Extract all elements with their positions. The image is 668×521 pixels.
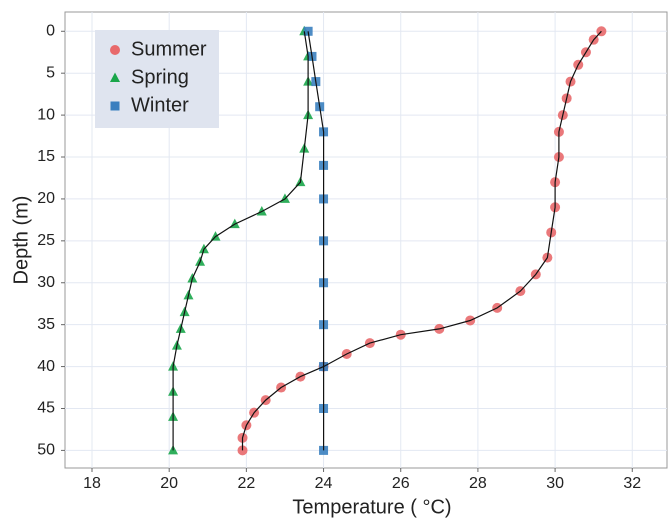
x-axis-title: Temperature ( °C) [292,496,451,518]
y-tick-label: 20 [37,190,55,207]
legend-label: Winter [131,94,189,116]
x-tick-label: 26 [392,475,410,492]
y-tick-label: 15 [37,148,55,165]
y-axis-title: Depth (m) [10,196,32,285]
x-tick-label: 32 [623,475,641,492]
y-tick-label: 10 [37,106,55,123]
y-tick-label: 0 [46,22,55,39]
y-tick-label: 40 [37,358,55,375]
legend-marker [110,45,120,55]
trend-line [172,31,309,451]
x-tick-label: 28 [469,475,487,492]
point [303,26,313,36]
y-tick-label: 50 [37,442,55,459]
y-tick-label: 5 [46,64,55,81]
x-tick-label: 30 [546,475,564,492]
y-tick-label: 45 [37,400,55,417]
x-tick-label: 20 [160,475,178,492]
x-tick-label: 18 [83,475,101,492]
x-tick-label: 24 [315,475,333,492]
legend-marker [110,101,120,111]
legend-label: Summer [131,38,207,60]
trend-line [307,31,325,451]
x-tick-label: 22 [237,475,255,492]
y-tick-label: 25 [37,232,55,249]
trend-line [241,30,602,451]
y-tick-label: 30 [37,274,55,291]
y-tick-label: 35 [37,316,55,333]
legend-label: Spring [131,66,189,88]
legend-marker [110,72,120,82]
